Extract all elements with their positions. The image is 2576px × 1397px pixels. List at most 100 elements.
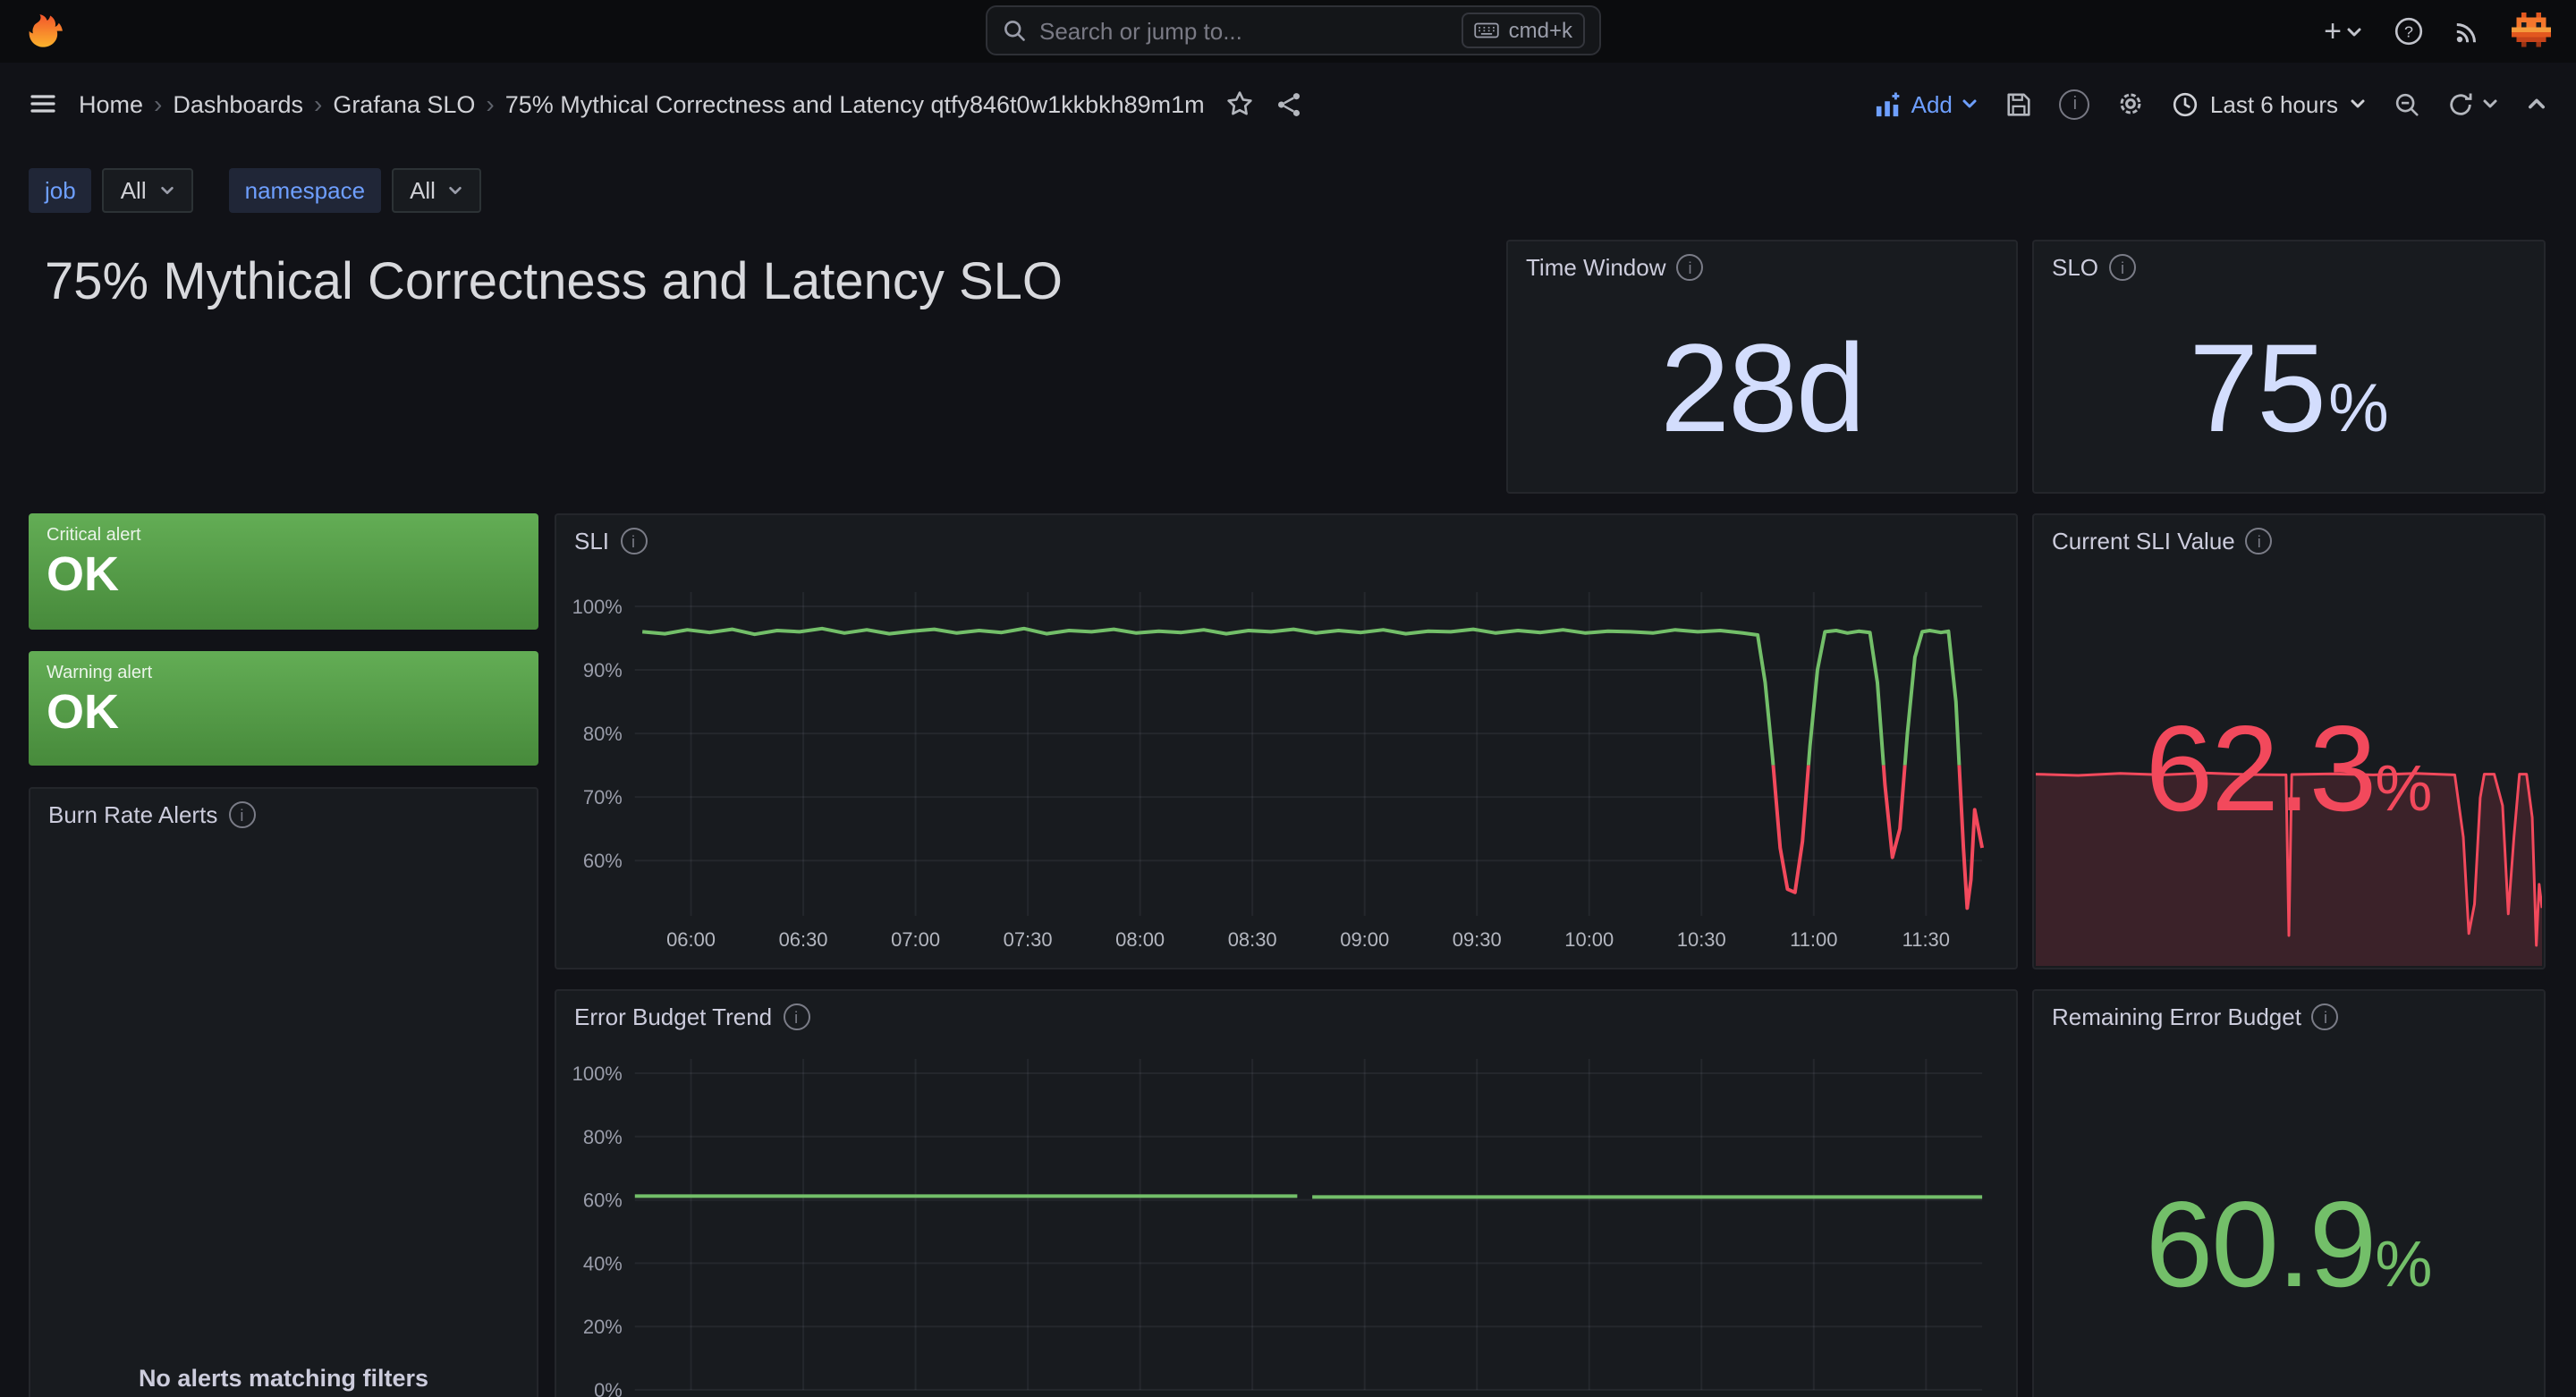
panel-title-burn-rate[interactable]: Burn Rate Alerts <box>48 801 218 828</box>
svg-text:40%: 40% <box>583 1252 623 1274</box>
panel-title-remaining-error-budget[interactable]: Remaining Error Budget <box>2052 1003 2301 1030</box>
filter-job-value-dropdown[interactable]: All <box>102 168 193 213</box>
chevron-down-icon <box>2349 95 2367 113</box>
filter-namespace-value: All <box>410 177 436 204</box>
svg-text:80%: 80% <box>583 1126 623 1148</box>
refresh-button[interactable] <box>2447 90 2499 117</box>
panel-title-slo[interactable]: SLO <box>2052 254 2099 281</box>
breadcrumb-home[interactable]: Home <box>79 90 144 117</box>
help-icon: ? <box>2394 17 2423 46</box>
svg-text:06:30: 06:30 <box>779 928 828 951</box>
sli-chart[interactable]: 06:00 06:30 07:00 07:30 08:00 08:30 09:00 09:30… <box>556 565 2016 971</box>
svg-text:11:00: 11:00 <box>1790 928 1837 951</box>
search-icon <box>1002 18 1027 43</box>
panel-burn-rate-alerts: Burn Rate Alerts No alerts matching filt… <box>29 787 538 1397</box>
news-button[interactable] <box>2454 18 2481 45</box>
breadcrumb: Home Dashboards Grafana SLO 75% Mythical… <box>79 89 1205 118</box>
svg-text:100%: 100% <box>572 596 623 618</box>
filter-namespace-label[interactable]: namespace <box>228 168 382 213</box>
save-dashboard-button[interactable] <box>2006 90 2033 117</box>
user-avatar[interactable] <box>2512 12 2551 51</box>
share-button[interactable] <box>1276 90 1303 117</box>
add-panel-button[interactable]: Add <box>1876 90 1979 117</box>
warning-alert-label: Warning alert <box>47 664 153 683</box>
time-range-label: Last 6 hours <box>2209 90 2338 117</box>
remaining-error-budget-unit: % <box>2375 1227 2433 1300</box>
dashboard-toolbar: Home Dashboards Grafana SLO 75% Mythical… <box>0 63 2576 145</box>
top-navigation: Search or jump to... cmd+k + ? <box>0 0 2576 63</box>
rss-icon <box>2456 23 2476 43</box>
filter-job-label[interactable]: job <box>29 168 92 213</box>
panel-error-budget-trend: Error Budget Trend 100% 80% 60% 40% 20% 0% <box>555 989 2018 1397</box>
filter-job-value: All <box>120 177 147 204</box>
current-sli-sparkline <box>2036 771 2542 966</box>
critical-alert-label: Critical alert <box>47 526 141 546</box>
chevron-down-icon <box>2345 22 2363 40</box>
page-title: 75% Mythical Correctness and Latency SLO <box>45 254 1063 311</box>
plus-icon: + <box>2324 14 2342 48</box>
zoom-out-icon <box>2395 92 2419 115</box>
help-button[interactable]: ? <box>2394 16 2424 47</box>
time-range-picker[interactable]: Last 6 hours <box>2173 90 2367 117</box>
svg-text:10:00: 10:00 <box>1564 928 1614 951</box>
dashboard-insights-button[interactable] <box>2059 89 2090 119</box>
panel-title-error-budget-trend[interactable]: Error Budget Trend <box>574 1003 773 1030</box>
info-icon[interactable] <box>620 528 648 555</box>
svg-text:100%: 100% <box>572 1063 623 1085</box>
error-budget-trend-chart[interactable]: 100% 80% 60% 40% 20% 0% <box>556 1041 2016 1397</box>
variable-filters: job All namespace All <box>29 168 482 213</box>
slo-unit: % <box>2328 372 2389 447</box>
svg-text:10:30: 10:30 <box>1677 928 1726 951</box>
chevron-down-icon <box>2481 95 2499 113</box>
svg-text:06:00: 06:00 <box>666 928 716 951</box>
chevron-down-icon <box>1962 95 1979 113</box>
mega-menu-button[interactable] <box>29 89 57 118</box>
current-sli-unit: % <box>2375 751 2433 825</box>
panel-warning-alert: Warning alert OK <box>29 651 538 766</box>
avatar-pixel-art <box>2512 12 2551 47</box>
svg-text:60%: 60% <box>583 850 623 872</box>
search-input[interactable]: Search or jump to... cmd+k <box>986 5 1601 55</box>
critical-alert-status: OK <box>47 547 119 601</box>
favorite-button[interactable] <box>1226 89 1255 118</box>
panel-title-current-sli[interactable]: Current SLI Value <box>2052 528 2235 555</box>
panel-title-sli[interactable]: SLI <box>574 528 610 555</box>
time-window-value: 28d <box>1660 318 1866 458</box>
filter-namespace-value-dropdown[interactable]: All <box>392 168 482 213</box>
new-menu-button[interactable]: + <box>2324 16 2363 47</box>
filter-namespace: namespace All <box>228 168 482 213</box>
panel-time-window: Time Window 28d <box>1506 240 2018 494</box>
info-icon[interactable] <box>2311 1003 2339 1030</box>
svg-text:09:30: 09:30 <box>1453 928 1502 951</box>
breadcrumb-current: 75% Mythical Correctness and Latency qtf… <box>504 90 1205 117</box>
breadcrumb-folder[interactable]: Grafana SLO <box>333 90 476 117</box>
svg-text:90%: 90% <box>583 659 623 682</box>
add-panel-label: Add <box>1911 90 1953 117</box>
slo-value: 75 <box>2189 318 2326 458</box>
collapse-topbar-button[interactable] <box>2526 93 2547 114</box>
star-icon <box>1227 91 1253 115</box>
svg-text:09:00: 09:00 <box>1340 928 1389 951</box>
zoom-out-button[interactable] <box>2394 90 2420 117</box>
info-icon <box>2059 89 2090 119</box>
grafana-flame <box>29 13 63 47</box>
grafana-logo-icon[interactable] <box>25 10 68 53</box>
panel-sli: SLI 06:0006:3007:0007:3008:0008:3009:000… <box>555 513 2018 969</box>
current-sli-value: 62.3 <box>2145 701 2377 837</box>
svg-text:?: ? <box>2404 22 2413 40</box>
svg-text:20%: 20% <box>583 1316 623 1338</box>
dashboard-settings-button[interactable] <box>2117 89 2146 118</box>
info-icon[interactable] <box>783 1003 810 1030</box>
remaining-error-budget-value: 60.9 <box>2145 1177 2377 1313</box>
info-icon[interactable] <box>2109 254 2137 281</box>
keyboard-icon <box>1474 21 1500 39</box>
panel-title-time-window[interactable]: Time Window <box>1526 254 1666 281</box>
breadcrumb-dashboards[interactable]: Dashboards <box>173 90 303 117</box>
svg-text:07:00: 07:00 <box>891 928 940 951</box>
info-icon[interactable] <box>1676 254 1704 281</box>
info-icon[interactable] <box>2245 528 2273 555</box>
svg-text:11:30: 11:30 <box>1902 928 1950 951</box>
chevron-up-icon <box>2529 98 2545 109</box>
info-icon[interactable] <box>228 801 256 828</box>
